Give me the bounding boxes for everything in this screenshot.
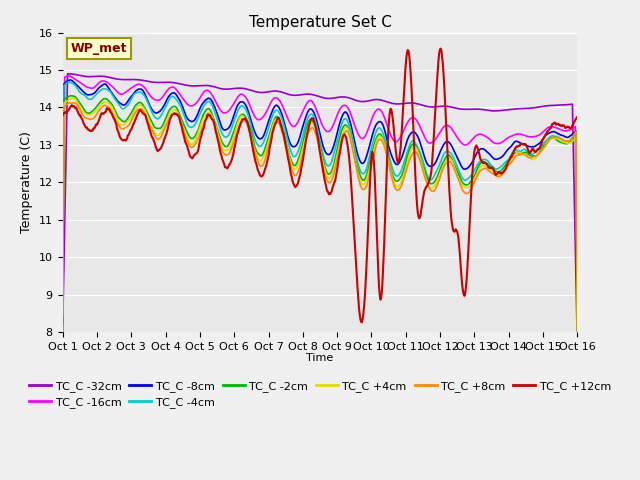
TC_C -16cm xyxy=(59,312,67,318)
TC_C -8cm xyxy=(68,78,76,84)
TC_C -2cm xyxy=(122,118,129,124)
TC_C -16cm xyxy=(174,89,182,95)
TC_C -16cm xyxy=(65,73,72,79)
TC_C +12cm xyxy=(121,137,129,143)
TC_C +4cm xyxy=(573,331,581,337)
Line: TC_C -4cm: TC_C -4cm xyxy=(63,82,577,332)
TC_C -32cm xyxy=(64,71,72,77)
Title: Temperature Set C: Temperature Set C xyxy=(248,15,392,30)
TC_C +12cm xyxy=(437,46,445,51)
Line: TC_C -8cm: TC_C -8cm xyxy=(63,80,577,331)
TC_C +12cm xyxy=(358,319,365,325)
TC_C +12cm xyxy=(383,160,391,166)
Line: TC_C -32cm: TC_C -32cm xyxy=(63,74,577,350)
TC_C -2cm xyxy=(573,331,581,336)
TC_C -4cm xyxy=(122,105,129,110)
TC_C +4cm xyxy=(68,96,76,101)
TC_C -32cm xyxy=(201,83,209,88)
TC_C +8cm xyxy=(398,181,406,187)
TC_C -4cm xyxy=(573,329,581,335)
TC_C -2cm xyxy=(68,93,76,99)
TC_C -4cm xyxy=(201,101,209,107)
TC_C +8cm xyxy=(70,100,77,106)
TC_C +8cm xyxy=(122,125,129,131)
Line: TC_C -2cm: TC_C -2cm xyxy=(63,96,577,334)
TC_C +8cm xyxy=(68,100,76,106)
TC_C -16cm xyxy=(201,88,209,94)
TC_C -2cm xyxy=(201,108,209,114)
TC_C +12cm xyxy=(59,113,67,119)
TC_C -16cm xyxy=(68,74,76,80)
Line: TC_C +8cm: TC_C +8cm xyxy=(63,103,577,331)
TC_C +4cm xyxy=(70,95,77,101)
TC_C -32cm xyxy=(68,71,76,77)
TC_C +12cm xyxy=(68,102,76,108)
TC_C -2cm xyxy=(383,149,391,155)
TC_C -2cm xyxy=(398,172,406,178)
Text: WP_met: WP_met xyxy=(70,42,127,55)
TC_C +12cm xyxy=(398,124,406,130)
TC_C -4cm xyxy=(65,79,73,85)
Legend: TC_C -32cm, TC_C -16cm, TC_C -8cm, TC_C -4cm, TC_C -2cm, TC_C +4cm, TC_C +8cm, T: TC_C -32cm, TC_C -16cm, TC_C -8cm, TC_C … xyxy=(24,376,616,413)
TC_C +4cm xyxy=(383,150,391,156)
TC_C -4cm xyxy=(59,301,67,307)
TC_C -4cm xyxy=(383,144,391,150)
TC_C +12cm xyxy=(573,114,581,120)
TC_C -8cm xyxy=(201,98,209,104)
TC_C +12cm xyxy=(200,122,208,128)
TC_C -8cm xyxy=(174,95,182,100)
TC_C +4cm xyxy=(59,312,67,318)
TC_C -32cm xyxy=(573,347,581,353)
TC_C +8cm xyxy=(59,315,67,321)
Line: TC_C +12cm: TC_C +12cm xyxy=(63,48,577,322)
TC_C -8cm xyxy=(59,300,67,306)
TC_C -4cm xyxy=(68,81,76,86)
TC_C -2cm xyxy=(67,93,75,99)
Y-axis label: Temperature (C): Temperature (C) xyxy=(20,132,33,233)
TC_C -32cm xyxy=(383,99,391,105)
TC_C -16cm xyxy=(398,131,406,137)
TC_C -8cm xyxy=(67,77,74,83)
TC_C -32cm xyxy=(59,331,67,337)
TC_C +12cm xyxy=(173,111,181,117)
TC_C -32cm xyxy=(174,81,182,86)
TC_C -2cm xyxy=(59,309,67,315)
TC_C +4cm xyxy=(122,120,129,126)
TC_C -16cm xyxy=(573,339,581,345)
TC_C -2cm xyxy=(174,108,182,113)
X-axis label: Time: Time xyxy=(307,353,333,363)
TC_C -4cm xyxy=(174,99,182,105)
TC_C +4cm xyxy=(174,110,182,116)
TC_C -8cm xyxy=(383,136,391,142)
TC_C +4cm xyxy=(201,113,209,119)
TC_C +8cm xyxy=(383,153,391,159)
Line: TC_C -16cm: TC_C -16cm xyxy=(63,76,577,342)
TC_C +8cm xyxy=(573,328,581,334)
TC_C -32cm xyxy=(122,77,129,83)
TC_C +8cm xyxy=(174,112,182,118)
TC_C -8cm xyxy=(573,328,581,334)
TC_C -16cm xyxy=(122,89,129,95)
Line: TC_C +4cm: TC_C +4cm xyxy=(63,98,577,334)
TC_C -8cm xyxy=(122,101,129,107)
TC_C -8cm xyxy=(398,154,406,160)
TC_C -16cm xyxy=(383,122,391,128)
TC_C -4cm xyxy=(398,166,406,171)
TC_C +4cm xyxy=(398,178,406,183)
TC_C -32cm xyxy=(398,101,406,107)
TC_C +8cm xyxy=(201,118,209,123)
